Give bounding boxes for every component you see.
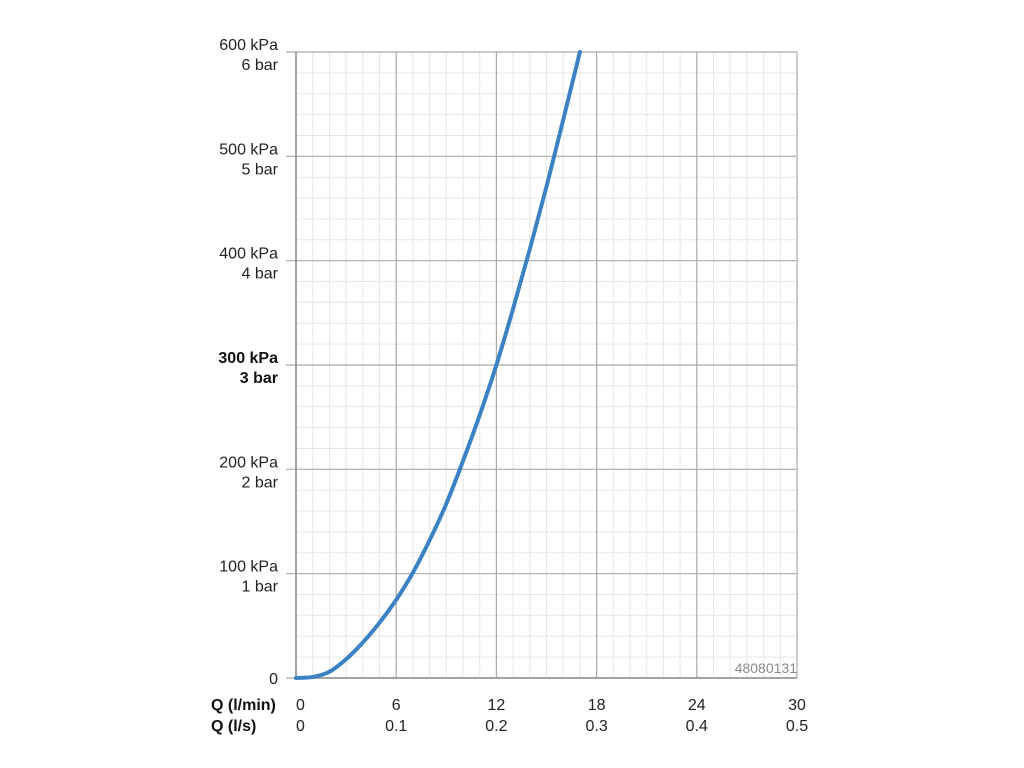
y-tick-label-zero: 0 xyxy=(269,671,278,688)
x-tick-label-lpm: 30 xyxy=(788,697,806,714)
y-tick-label-kpa: 400 kPa xyxy=(219,246,278,263)
y-tick-label-kpa: 300 kPa xyxy=(218,350,278,367)
major-grid xyxy=(286,51,798,679)
x-tick-label-lpm: 6 xyxy=(392,697,401,714)
x-tick-label-lps: 0 xyxy=(296,718,305,735)
y-tick-label-bar: 1 bar xyxy=(242,579,279,596)
y-tick-label-bar: 3 bar xyxy=(240,370,278,387)
pressure-loss-curve xyxy=(294,50,582,680)
x-tick-label-lps: 0.3 xyxy=(585,718,607,735)
watermark-text: 48080131 xyxy=(735,660,798,676)
y-tick-label-bar: 4 bar xyxy=(242,266,279,283)
y-tick-label-kpa: 500 kPa xyxy=(219,141,278,158)
y-tick-label-kpa: 100 kPa xyxy=(219,559,278,576)
y-tick-label-bar: 2 bar xyxy=(242,474,279,491)
x-axis-tick-labels: 0 0 6 0.1 12 0.2 18 0.3 24 0.4 30 0.5 xyxy=(296,697,808,735)
x-tick-label-lpm: 18 xyxy=(588,697,606,714)
x-tick-label-lps: 0.2 xyxy=(485,718,507,735)
x-tick-label-lps: 0.1 xyxy=(385,718,407,735)
y-axis-tick-labels: 600 kPa 6 bar 500 kPa 5 bar 400 kPa 4 bar 300 … xyxy=(218,37,278,688)
x-tick-label-lps: 0.5 xyxy=(786,718,808,735)
y-tick-label-bar: 5 bar xyxy=(242,161,279,178)
y-tick-label-kpa: 200 kPa xyxy=(219,454,278,471)
x-row-label-lpm: Q (l/min) xyxy=(211,697,276,714)
x-tick-label-lpm: 24 xyxy=(688,697,706,714)
y-tick-label-bar: 6 bar xyxy=(242,57,279,74)
x-row-label-lps: Q (l/s) xyxy=(211,718,256,735)
x-tick-label-lps: 0.4 xyxy=(686,718,708,735)
x-tick-label-lpm: 0 xyxy=(296,697,305,714)
x-tick-label-lpm: 12 xyxy=(488,697,506,714)
y-tick-label-kpa: 600 kPa xyxy=(219,37,278,54)
